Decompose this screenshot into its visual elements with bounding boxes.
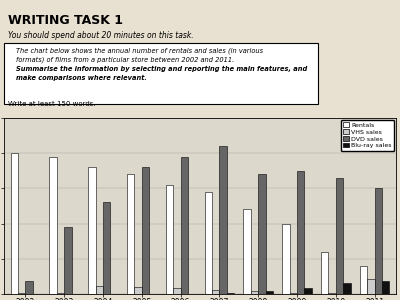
Bar bbox=[57, 293, 64, 294]
Bar bbox=[64, 227, 72, 294]
Legend: Rentals, VHS sales, DVD sales, Blu-ray sales: Rentals, VHS sales, DVD sales, Blu-ray s… bbox=[340, 120, 394, 151]
Bar bbox=[88, 167, 96, 294]
Bar bbox=[25, 281, 33, 294]
Bar bbox=[244, 209, 251, 294]
Bar bbox=[180, 157, 188, 294]
Bar bbox=[251, 291, 258, 294]
Bar bbox=[18, 292, 25, 294]
Bar bbox=[127, 174, 134, 294]
Text: You should spend about 20 minutes on this task.: You should spend about 20 minutes on thi… bbox=[8, 32, 194, 40]
FancyBboxPatch shape bbox=[4, 43, 318, 104]
Bar bbox=[96, 286, 103, 294]
Bar bbox=[142, 167, 149, 294]
Bar bbox=[375, 188, 382, 294]
Bar bbox=[212, 290, 220, 294]
Text: make comparisons where relevant.: make comparisons where relevant. bbox=[16, 75, 147, 81]
Bar bbox=[10, 153, 18, 294]
Text: The chart below shows the annual number of rentals and sales (in various: The chart below shows the annual number … bbox=[16, 48, 263, 54]
Bar bbox=[227, 293, 234, 294]
Bar bbox=[173, 288, 180, 294]
Bar bbox=[367, 278, 375, 294]
Text: Write at least 150 words.: Write at least 150 words. bbox=[8, 101, 96, 107]
Bar bbox=[328, 293, 336, 294]
Bar bbox=[166, 185, 173, 294]
Bar bbox=[290, 292, 297, 294]
Bar bbox=[304, 288, 312, 294]
Bar bbox=[360, 266, 367, 294]
Bar bbox=[282, 224, 290, 294]
Bar bbox=[258, 174, 266, 294]
Bar bbox=[134, 287, 142, 294]
Text: WRITING TASK 1: WRITING TASK 1 bbox=[8, 14, 123, 27]
Bar bbox=[297, 171, 304, 294]
Bar bbox=[382, 281, 390, 294]
Text: formats) of films from a particular store between 2002 and 2011.: formats) of films from a particular stor… bbox=[16, 56, 234, 62]
Bar bbox=[220, 146, 227, 294]
Bar bbox=[50, 157, 57, 294]
Bar bbox=[336, 178, 343, 294]
Bar bbox=[266, 291, 273, 294]
Bar bbox=[321, 252, 328, 294]
Bar bbox=[103, 202, 110, 294]
Text: Summarise the information by selecting and reporting the main features, and: Summarise the information by selecting a… bbox=[16, 66, 307, 72]
Bar bbox=[205, 192, 212, 294]
Bar bbox=[343, 284, 350, 294]
